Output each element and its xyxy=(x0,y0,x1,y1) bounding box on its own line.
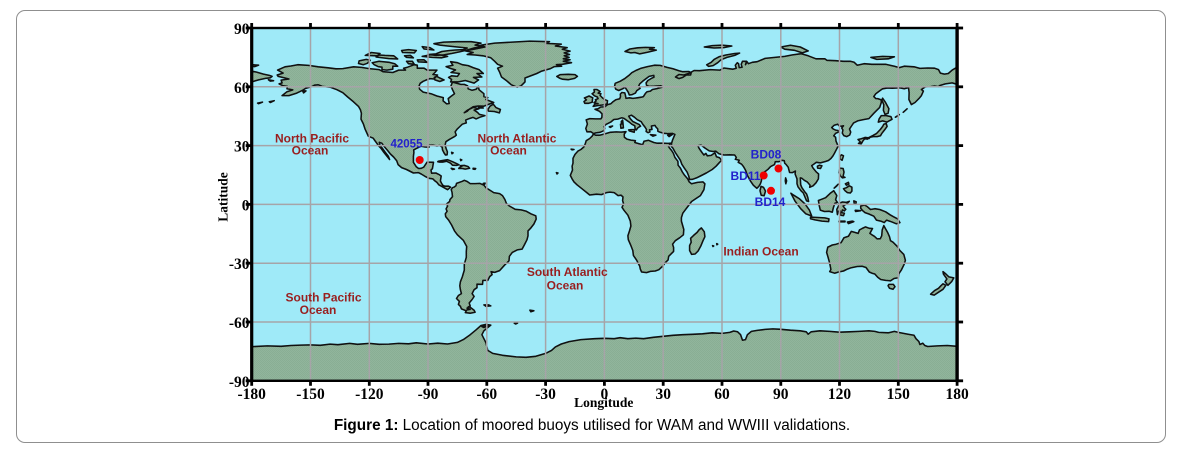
svg-text:-150: -150 xyxy=(296,386,325,403)
svg-text:South Pacific: South Pacific xyxy=(285,290,361,304)
svg-text:-60: -60 xyxy=(476,386,497,403)
svg-text:90: 90 xyxy=(234,21,250,38)
svg-text:30: 30 xyxy=(234,139,250,156)
svg-text:Indian Ocean: Indian Ocean xyxy=(723,245,798,259)
svg-text:-120: -120 xyxy=(355,386,384,403)
svg-text:0: 0 xyxy=(242,197,250,214)
svg-text:-180: -180 xyxy=(237,386,266,403)
svg-text:90: 90 xyxy=(773,386,789,403)
svg-text:60: 60 xyxy=(234,80,250,97)
svg-text:BD08: BD08 xyxy=(751,148,782,162)
svg-text:180: 180 xyxy=(945,386,969,403)
svg-text:South Atlantic: South Atlantic xyxy=(527,265,608,279)
svg-text:120: 120 xyxy=(828,386,852,403)
svg-text:-60: -60 xyxy=(229,315,250,332)
svg-text:150: 150 xyxy=(887,386,911,403)
svg-text:North Atlantic: North Atlantic xyxy=(478,132,557,146)
svg-text:42055: 42055 xyxy=(391,139,424,151)
svg-text:Latitude: Latitude xyxy=(216,172,231,222)
svg-text:60: 60 xyxy=(714,386,730,403)
svg-text:BD11: BD11 xyxy=(730,169,760,183)
svg-text:Ocean: Ocean xyxy=(490,144,527,158)
svg-text:BD14: BD14 xyxy=(755,195,786,209)
svg-text:0: 0 xyxy=(601,386,609,403)
svg-text:Longitude: Longitude xyxy=(574,395,633,410)
svg-text:Ocean: Ocean xyxy=(547,278,584,292)
svg-text:-90: -90 xyxy=(229,374,250,391)
svg-text:Ocean: Ocean xyxy=(300,303,337,317)
svg-text:-30: -30 xyxy=(229,256,250,273)
svg-text:30: 30 xyxy=(655,386,671,403)
svg-text:-90: -90 xyxy=(418,386,439,403)
svg-text:Ocean: Ocean xyxy=(292,144,329,158)
svg-text:North Pacific: North Pacific xyxy=(275,132,349,146)
svg-text:-30: -30 xyxy=(535,386,556,403)
